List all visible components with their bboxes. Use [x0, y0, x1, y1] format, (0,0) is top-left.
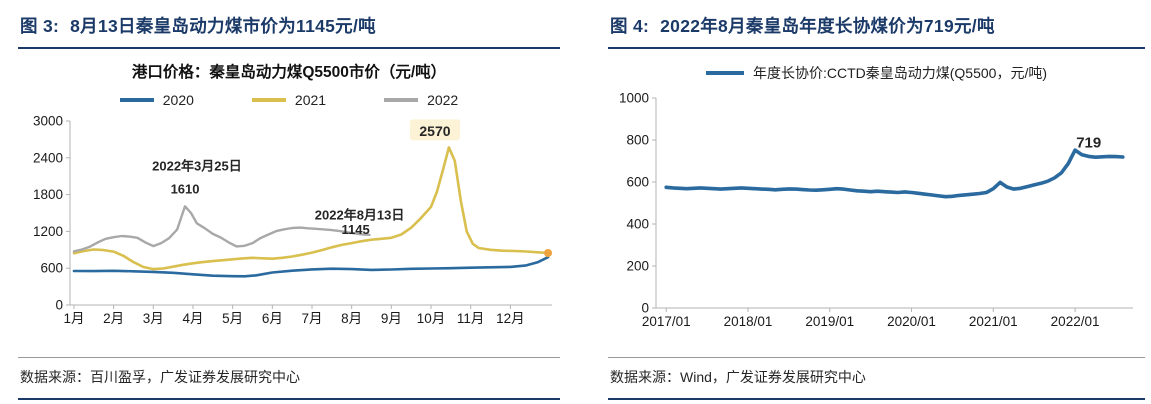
legend-swatch-2020 — [119, 98, 154, 102]
series-end-dot — [544, 248, 553, 257]
figure-4-label: 图 4: — [610, 16, 650, 36]
right-bottom-rule — [608, 397, 1145, 400]
left-source: 数据来源：百川盈孚，广发证券发展研究中心 — [18, 357, 560, 397]
y-tick-label: 200 — [626, 259, 649, 274]
x-tick-label: 12月 — [496, 311, 525, 326]
x-tick-label: 10月 — [417, 311, 446, 326]
y-tick-label: 0 — [55, 298, 63, 313]
left-chart: 0 600 1200 1800 2400 3000 1月 2月 3月 4月 5月 6月 7月 8月 9月 10… — [33, 115, 553, 326]
annotation-label: 2570 — [419, 123, 450, 139]
series-line-0 — [72, 255, 550, 278]
x-tick-label: 11月 — [457, 311, 485, 326]
legend-item-2021: 2021 — [251, 92, 327, 108]
y-tick-label: 600 — [626, 175, 649, 190]
legend-label-2022: 2022 — [427, 92, 459, 108]
legend-item-2022: 2022 — [384, 92, 458, 108]
legend-swatch-2022 — [384, 98, 419, 102]
x-tick-label: 6月 — [262, 311, 283, 326]
x-tick-label: 5月 — [222, 311, 243, 326]
series-line-0 — [664, 148, 1125, 199]
right-source: 数据来源：Wind，广发证券发展研究中心 — [608, 357, 1145, 397]
legend-swatch-2021 — [251, 98, 286, 102]
annotation-label: 1145 — [342, 222, 370, 237]
left-chart-subtitle: 港口价格：秦皇岛动力煤Q5500市价（元/吨） — [131, 64, 447, 81]
figure-3-panel: 图 3: 8月13日秦皇岛动力煤市价为1145元/吨 港口价格：秦皇岛动力煤Q5… — [18, 8, 560, 400]
y-tick-label: 1200 — [33, 224, 63, 239]
x-tick-label: 2022/01 — [1051, 314, 1100, 329]
annotation-highlight — [409, 119, 460, 141]
right-chart-legend: 年度长协价:CCTD秦皇岛动力煤(Q5500，元/吨) — [608, 63, 1145, 83]
figure-4-title-row: 图 4: 2022年8月秦皇岛年度长协煤价为719元/吨 — [608, 8, 1145, 49]
y-tick-label: 600 — [40, 261, 63, 276]
x-tick-label: 2017/01 — [642, 314, 691, 329]
x-tick-label: 2019/01 — [805, 314, 854, 329]
right-chart: 0 200 400 600 800 1000 2017/01 2018/01 2019/01 20… — [619, 91, 1133, 329]
y-tick-label: 2400 — [33, 150, 63, 165]
x-tick-label: 3月 — [143, 311, 164, 326]
y-tick-label: 0 — [641, 301, 649, 316]
x-tick-label: 2020/01 — [887, 314, 936, 329]
y-tick-label: 800 — [626, 133, 649, 148]
y-tick-label: 3000 — [33, 115, 63, 129]
x-tick-label: 8月 — [341, 311, 362, 326]
x-tick-label: 9月 — [381, 311, 402, 326]
legend-label-2020: 2020 — [162, 92, 194, 108]
legend-item-annual-price: 年度长协价:CCTD秦皇岛动力煤(Q5500，元/吨) — [705, 63, 1048, 83]
legend-swatch-annual-price — [705, 71, 744, 75]
legend-item-2020: 2020 — [119, 92, 194, 108]
figure-4-title-text: 2022年8月秦皇岛年度长协煤价为719元/吨 — [660, 16, 995, 36]
series-line-2 — [72, 205, 371, 253]
figure-3-label: 图 3: — [20, 16, 60, 36]
legend-label-annual-price: 年度长协价:CCTD秦皇岛动力煤(Q5500，元/吨) — [752, 65, 1048, 81]
annotation-label: 1610 — [171, 182, 200, 197]
series-line-1 — [72, 146, 550, 271]
x-tick-label: 4月 — [182, 311, 203, 326]
x-tick-label: 1月 — [63, 311, 84, 326]
x-tick-label: 7月 — [301, 311, 322, 326]
annotation-label: 2022年8月13日 — [315, 207, 405, 222]
annotation-label: 2022年3月25日 — [152, 158, 242, 173]
y-tick-label: 1000 — [619, 91, 649, 106]
figure-3-title-row: 图 3: 8月13日秦皇岛动力煤市价为1145元/吨 — [18, 8, 560, 49]
y-tick-label: 400 — [626, 217, 649, 232]
figure-3-title-text: 8月13日秦皇岛动力煤市价为1145元/吨 — [70, 16, 376, 36]
legend-label-2021: 2021 — [294, 92, 327, 108]
x-tick-label: 2018/01 — [724, 314, 773, 329]
x-tick-label: 2021/01 — [969, 314, 1018, 329]
left-bottom-rule — [18, 397, 560, 400]
figure-4-panel: 图 4: 2022年8月秦皇岛年度长协煤价为719元/吨 年度长协价:CCTD秦… — [608, 8, 1145, 400]
x-tick-label: 2月 — [103, 311, 124, 326]
y-tick-label: 1800 — [33, 187, 63, 202]
left-chart-legend: 2020 2021 2022 — [18, 90, 560, 110]
annotation-label: 719 — [1076, 135, 1101, 152]
